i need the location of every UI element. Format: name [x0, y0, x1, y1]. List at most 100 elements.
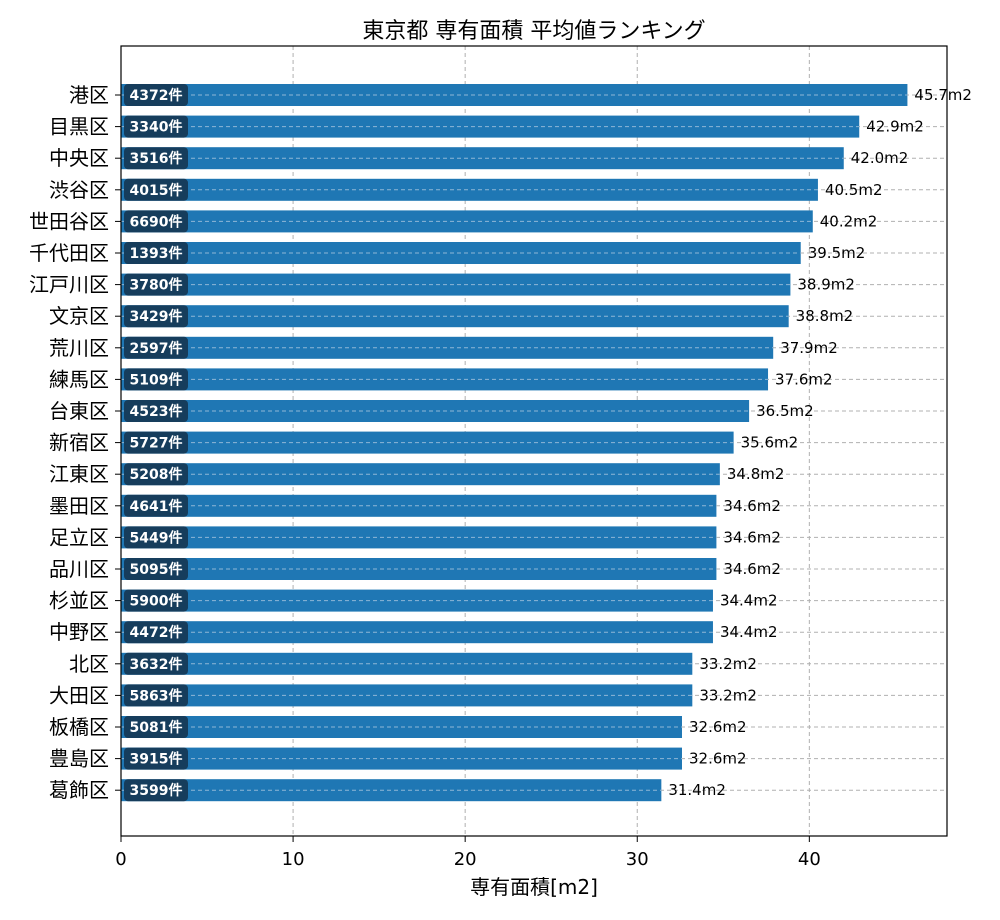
- value-label: 34.6m2: [723, 528, 781, 546]
- count-label: 2597件: [130, 340, 183, 357]
- chart-title: 東京都 専有面積 平均値ランキング: [362, 19, 705, 44]
- category-label: 江戸川区: [29, 273, 109, 297]
- bar: [121, 273, 791, 296]
- count-badge: [124, 463, 188, 486]
- category-label: 杉並区: [49, 589, 109, 613]
- bar: [121, 147, 844, 170]
- category-label: 世田谷区: [29, 209, 109, 233]
- count-badge: [124, 684, 188, 707]
- category-label: 板橋区: [49, 715, 109, 739]
- bar: [121, 305, 789, 328]
- value-label: 36.5m2: [756, 402, 814, 420]
- count-label: 5900件: [130, 593, 183, 610]
- count-label: 5863件: [130, 687, 183, 704]
- category-label: 中野区: [49, 620, 109, 644]
- count-badge: [124, 558, 188, 580]
- category-label: 荒川区: [49, 336, 109, 360]
- count-label: 5727件: [130, 435, 183, 452]
- category-label: 豊島区: [49, 747, 109, 771]
- count-label: 3516件: [130, 150, 183, 167]
- category-label: 港区: [69, 83, 109, 107]
- count-label: 3340件: [130, 119, 183, 136]
- value-label: 33.2m2: [699, 686, 757, 704]
- bars-layer: [121, 84, 908, 802]
- count-label: 5095件: [130, 561, 183, 578]
- count-badge: [124, 273, 188, 296]
- bar: [121, 400, 750, 422]
- count-label: 5081件: [130, 719, 183, 736]
- count-badge: [124, 494, 188, 517]
- bar: [121, 431, 734, 454]
- category-label: 中央区: [49, 146, 109, 170]
- value-label: 37.9m2: [780, 339, 838, 357]
- count-badge: [124, 336, 188, 359]
- bar: [121, 652, 693, 675]
- value-label: 45.7m2: [914, 86, 972, 104]
- bar: [121, 336, 774, 359]
- count-label: 3429件: [130, 308, 183, 325]
- count-badge: [124, 305, 188, 328]
- count-label: 3599件: [130, 782, 183, 799]
- count-badge: [124, 147, 188, 170]
- value-label: 34.4m2: [720, 623, 778, 641]
- category-label: 大田区: [49, 683, 109, 707]
- category-label: 墨田区: [49, 494, 109, 518]
- count-badge: [124, 589, 188, 612]
- value-label: 39.5m2: [808, 244, 866, 262]
- category-label: 新宿区: [49, 431, 109, 455]
- category-label: 文京区: [49, 304, 109, 328]
- x-tick-label: 10: [282, 849, 305, 870]
- count-badge: [124, 368, 188, 391]
- bar: [121, 178, 818, 201]
- category-label: 葛飾区: [49, 778, 109, 802]
- count-badge: [124, 242, 188, 264]
- count-badge: [124, 526, 188, 549]
- count-label: 4641件: [130, 498, 183, 515]
- category-label: 品川区: [49, 557, 109, 581]
- value-label: 32.6m2: [689, 750, 747, 768]
- category-label: 渋谷区: [49, 178, 109, 202]
- count-badge: [124, 431, 188, 454]
- count-badge: [124, 747, 188, 770]
- category-label: 千代田区: [29, 241, 109, 265]
- count-label: 3780件: [130, 277, 183, 294]
- count-label: 4015件: [130, 182, 183, 199]
- count-label: 3915件: [130, 751, 183, 768]
- category-label: 目黒区: [49, 115, 109, 139]
- x-tick-label: 40: [798, 849, 821, 870]
- value-label: 34.4m2: [720, 592, 778, 610]
- count-badge: [124, 621, 188, 644]
- bar: [121, 115, 860, 138]
- category-label: 江東区: [49, 462, 109, 486]
- bar: [121, 684, 693, 707]
- y-axis: 港区目黒区中央区渋谷区世田谷区千代田区江戸川区文京区荒川区練馬区台東区新宿区江東…: [29, 83, 121, 802]
- x-axis: 0 10 20 30 40: [115, 836, 821, 870]
- x-tick-label: 0: [115, 849, 126, 870]
- count-label: 3632件: [130, 656, 183, 673]
- count-badge: [124, 779, 188, 802]
- value-label: 34.8m2: [727, 465, 785, 483]
- count-label: 5208件: [130, 466, 183, 483]
- category-label: 台東区: [49, 399, 109, 423]
- value-label: 42.9m2: [866, 118, 924, 136]
- value-label: 34.6m2: [723, 497, 781, 515]
- value-label: 31.4m2: [668, 781, 726, 799]
- count-badge: [124, 115, 188, 138]
- value-label: 33.2m2: [699, 655, 757, 673]
- category-label: 北区: [69, 652, 109, 676]
- plot-frame: [120, 45, 948, 837]
- x-tick-label: 30: [626, 849, 649, 870]
- labels-layer: 4372件 45.7m2 3340件 42.9m2 3516件 42.0m2 4015件 40…: [124, 84, 972, 802]
- value-label: 32.6m2: [689, 718, 747, 736]
- count-label: 6690件: [130, 213, 183, 230]
- value-label: 38.8m2: [796, 307, 854, 325]
- value-label: 42.0m2: [851, 149, 909, 167]
- x-axis-label: 専有面積[m2]: [470, 875, 598, 899]
- value-label: 35.6m2: [741, 434, 799, 452]
- count-badge: [124, 178, 188, 201]
- value-label: 40.2m2: [820, 212, 878, 230]
- value-label: 34.6m2: [723, 560, 781, 578]
- category-label: 練馬区: [49, 367, 109, 391]
